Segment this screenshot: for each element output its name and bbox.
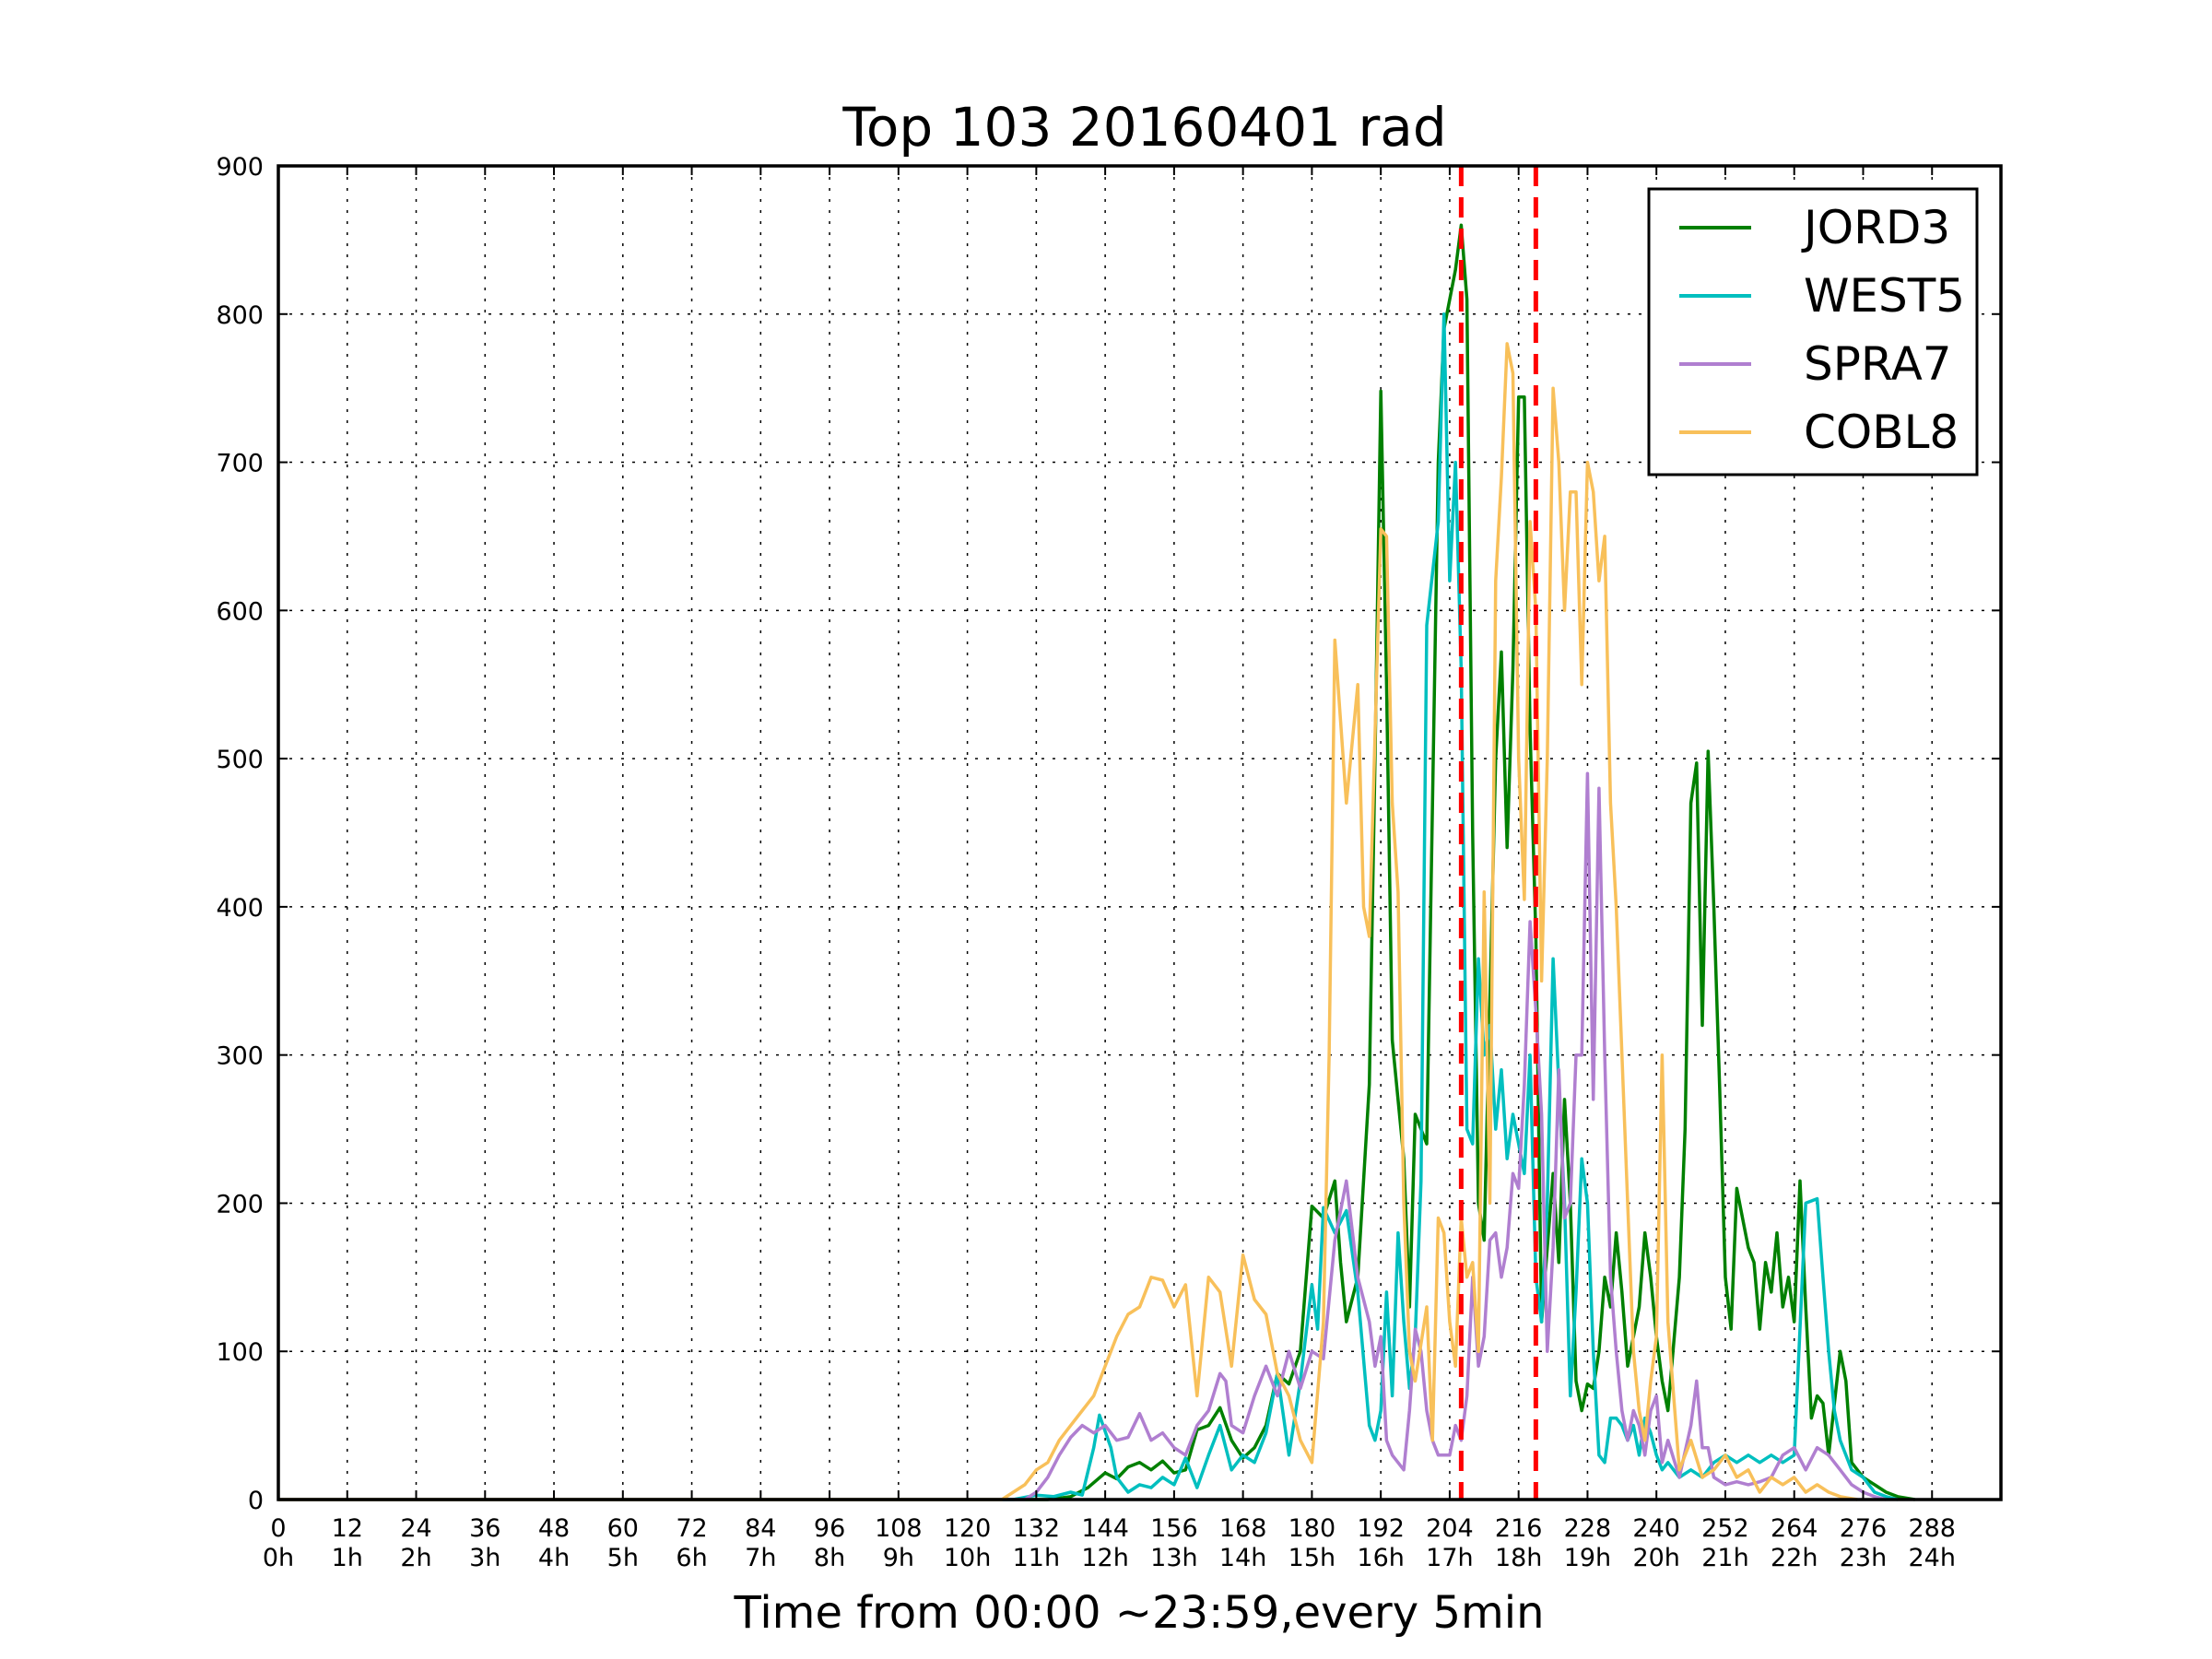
x-tick-sublabel: 16h — [1357, 1544, 1404, 1572]
plot-frame — [276, 164, 2003, 1501]
x-tick-sublabel: 17h — [1426, 1544, 1473, 1572]
x-tick-sublabel: 19h — [1564, 1544, 1611, 1572]
x-tick-label: 84 — [745, 1514, 776, 1543]
legend-label: COBL8 — [1804, 406, 1959, 459]
x-tick-label: 48 — [538, 1514, 570, 1543]
x-tick-sublabel: 15h — [1288, 1544, 1335, 1572]
x-tick-sublabel: 9h — [883, 1544, 914, 1572]
x-tick-label: 264 — [1771, 1514, 1818, 1543]
x-tick-sublabel: 2h — [400, 1544, 431, 1572]
x-tick-sublabel: 11h — [1013, 1544, 1060, 1572]
x-tick-label: 0 — [270, 1514, 286, 1543]
x-tick-label: 12 — [332, 1514, 363, 1543]
x-tick-label: 288 — [1908, 1514, 1956, 1543]
y-tick-label: 300 — [216, 1042, 264, 1071]
x-tick-sublabel: 14h — [1219, 1544, 1266, 1572]
y-tick-label: 900 — [216, 153, 264, 182]
x-tick-sublabel: 4h — [538, 1544, 570, 1572]
x-tick-sublabel: 21h — [1701, 1544, 1748, 1572]
x-tick-label: 168 — [1219, 1514, 1267, 1543]
x-tick-label: 120 — [944, 1514, 992, 1543]
y-tick-label: 400 — [216, 894, 264, 923]
x-tick-label: 228 — [1564, 1514, 1612, 1543]
x-tick-label: 204 — [1426, 1514, 1474, 1543]
x-tick-sublabel: 23h — [1840, 1544, 1887, 1572]
x-tick-label: 144 — [1081, 1514, 1129, 1543]
x-tick-label: 192 — [1357, 1514, 1405, 1543]
x-tick-sublabel: 3h — [469, 1544, 500, 1572]
x-tick-sublabel: 5h — [607, 1544, 639, 1572]
y-tick-label: 0 — [248, 1487, 264, 1515]
x-tick-sublabel: 1h — [332, 1544, 363, 1572]
x-tick-label: 216 — [1495, 1514, 1543, 1543]
x-tick-label: 24 — [400, 1514, 431, 1543]
x-tick-label: 36 — [469, 1514, 500, 1543]
x-tick-label: 252 — [1701, 1514, 1749, 1543]
x-tick-sublabel: 10h — [944, 1544, 991, 1572]
legend-label: SPRA7 — [1804, 337, 1952, 391]
x-tick-sublabel: 7h — [745, 1544, 776, 1572]
x-tick-sublabel: 20h — [1632, 1544, 1679, 1572]
x-tick-sublabel: 8h — [814, 1544, 845, 1572]
x-tick-sublabel: 6h — [676, 1544, 707, 1572]
x-tick-sublabel: 22h — [1771, 1544, 1818, 1572]
series-line-cobl8 — [278, 342, 1858, 1501]
axis-ticks: 00h121h242h363h484h605h726h847h968h1089h… — [216, 153, 2001, 1572]
x-tick-label: 96 — [814, 1514, 845, 1543]
x-tick-label: 156 — [1150, 1514, 1198, 1543]
x-tick-sublabel: 0h — [263, 1544, 294, 1572]
x-tick-label: 72 — [676, 1514, 707, 1543]
y-tick-label: 700 — [216, 450, 264, 478]
x-tick-label: 60 — [607, 1514, 639, 1543]
series-lines — [278, 223, 1915, 1501]
legend: JORD3 WEST5 SPRA7 COBL8 — [1647, 187, 1979, 477]
x-axis-label: Time from 00:00 ~23:59,every 5min — [734, 1587, 1545, 1639]
x-tick-label: 276 — [1840, 1514, 1888, 1543]
x-tick-sublabel: 12h — [1081, 1544, 1128, 1572]
series-line-west5 — [278, 312, 1899, 1501]
legend-label: WEST5 — [1804, 269, 1965, 323]
x-tick-sublabel: 13h — [1150, 1544, 1197, 1572]
x-tick-sublabel: 18h — [1495, 1544, 1542, 1572]
legend-label: JORD3 — [1801, 201, 1950, 254]
y-tick-label: 200 — [216, 1190, 264, 1218]
y-tick-label: 800 — [216, 301, 264, 330]
x-tick-label: 180 — [1288, 1514, 1336, 1543]
chart-title: Top 103 20160401 rad — [841, 96, 1446, 159]
y-tick-label: 600 — [216, 597, 264, 626]
vertical-markers — [1458, 166, 1538, 1500]
series-line-spra7 — [278, 771, 1887, 1501]
y-tick-label: 100 — [216, 1338, 264, 1367]
x-tick-label: 108 — [875, 1514, 923, 1543]
x-tick-sublabel: 24h — [1909, 1544, 1956, 1572]
x-tick-label: 240 — [1632, 1514, 1680, 1543]
series-line-jord3 — [278, 223, 1915, 1501]
y-tick-label: 500 — [216, 746, 264, 774]
x-tick-label: 132 — [1013, 1514, 1061, 1543]
legend-box — [1647, 187, 1979, 477]
